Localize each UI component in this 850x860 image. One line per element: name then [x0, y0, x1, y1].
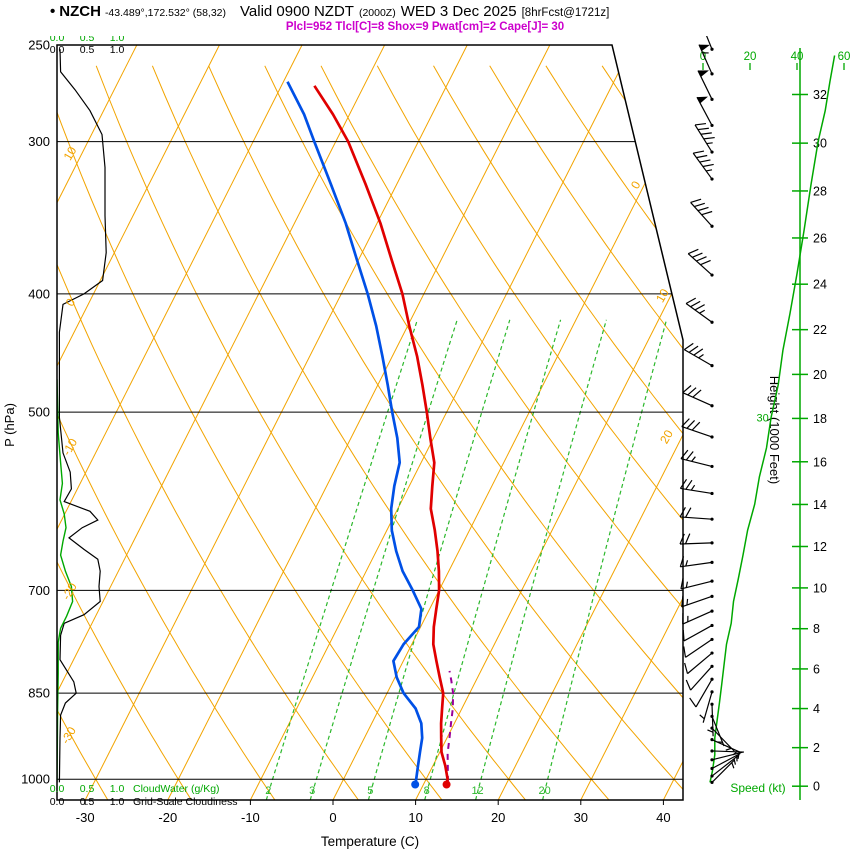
height-tick-label: 6 [813, 662, 820, 676]
mixing-ratio-label: 2 [265, 785, 271, 797]
title-line: • NZCH -43.489°,172.532° (58,32) Valid 0… [0, 0, 850, 20]
cloudiness-scale-top: 0.0 [50, 44, 65, 56]
parcel-path-line [446, 670, 455, 782]
speed-tick-label: 20 [744, 51, 757, 63]
height-tick-label: 22 [813, 323, 827, 337]
pressure-tick-label: 850 [28, 686, 50, 701]
dewpoint-curve [286, 81, 424, 785]
temperature-tick-label: 30 [574, 810, 588, 825]
profiles [57, 49, 455, 789]
cloudwater-scale-bottom: 0.5 [80, 783, 95, 795]
isotherm-label: 0 [628, 178, 644, 191]
forecast-hour: [8hrFcst@1721z] [521, 7, 610, 19]
pressure-tick-label: 700 [28, 583, 50, 598]
station-bullet-icon: • [50, 3, 56, 20]
wind-barbs [679, 36, 745, 784]
cloudwater-scale-bottom: 0.0 [50, 783, 65, 795]
height-tick-label: 2 [813, 741, 820, 755]
height-tick-label: 24 [813, 278, 827, 292]
height-tick-label: 10 [813, 581, 827, 595]
dry-adiabat-label: -10 [59, 436, 80, 458]
height-tick-label: 20 [813, 368, 827, 382]
cloudwater-scale-top: 0.0 [50, 36, 65, 44]
mixing-ratio-label: 12 [471, 785, 483, 797]
mixing-ratio-label: 3 [309, 785, 315, 797]
background-grid [57, 45, 683, 800]
temperature-tick-label: 0 [329, 810, 336, 825]
cloudiness-scale-top: 1.0 [110, 44, 125, 56]
mixing-ratio-label: 20 [539, 785, 551, 797]
station-coordinates: -43.489°,172.532° (58,32) [104, 7, 227, 19]
dry-adiabat-label: -30 [58, 724, 79, 746]
temperature-tick-label: -20 [158, 810, 177, 825]
height-tick-label: 4 [813, 702, 820, 716]
isotherm-label: 10 [653, 286, 672, 305]
cloudwater-scale-bottom: 1.0 [110, 783, 125, 795]
height-tick-label: 12 [813, 540, 827, 554]
cloudwater-scale-top: 0.5 [80, 36, 95, 44]
speed-axis-title: Speed (kt) [730, 781, 785, 795]
pressure-tick-label: 1000 [21, 772, 50, 787]
height-tick-label: 18 [813, 412, 827, 426]
height-tick-label: 26 [813, 231, 827, 245]
height-tick-label: 32 [813, 88, 827, 102]
cloudwater-axis-title: CloudWater (g/Kg) [133, 783, 220, 795]
pressure-tick-label: 300 [28, 134, 50, 149]
valid-date: WED 3 Dec 2025 [400, 3, 517, 20]
temperature-axis-title: Temperature (C) [321, 834, 419, 849]
pressure-tick-label: 500 [28, 405, 50, 420]
height-tick-label: 0 [813, 780, 820, 794]
cloudiness-scale-bottom: 1.0 [110, 796, 125, 808]
mixing-ratio-label: 5 [367, 785, 373, 797]
temperature-tick-label: 40 [656, 810, 670, 825]
height-axis-title: Height (1000 Feet) [767, 376, 782, 484]
cloudiness-scale-top: 0.5 [80, 44, 95, 56]
cloudiness-axis-title: Grid-Scale Cloudiness [133, 796, 237, 808]
cloudwater-scale-top: 1.0 [110, 36, 125, 44]
height-tick-label: 14 [813, 498, 827, 512]
pressure-axis-title: P (hPa) [2, 403, 17, 447]
pressure-tick-label: 250 [28, 38, 50, 53]
dry-adiabat-label: -20 [59, 580, 80, 602]
speed-tick-label: 40 [791, 51, 804, 63]
sounding-parameters: Plcl=952 Tlcl[C]=8 Shox=9 Pwat[cm]=2 Cap… [285, 21, 565, 33]
plot-border [56, 44, 684, 801]
height-tick-label: 30 [813, 137, 827, 151]
speed-tick-label: 0 [700, 51, 706, 63]
surface-temperature-dot [442, 780, 451, 789]
cloudiness-profile-line [58, 49, 107, 783]
dry-adiabat-label: 10 [61, 144, 80, 163]
wind-speed-curve [709, 55, 836, 783]
temperature-curve [313, 85, 449, 785]
temperature-tick-label: 10 [408, 810, 422, 825]
temperature-tick-label: -30 [76, 810, 95, 825]
temperature-tick-label: -10 [241, 810, 260, 825]
isotherm-label: 20 [657, 427, 676, 446]
surface-dewpoint-dot [411, 780, 420, 789]
height-tick-label: 16 [813, 455, 827, 469]
speed-curve-label: 30 [757, 412, 769, 424]
height-tick-label: 8 [813, 622, 820, 636]
header: • NZCH -43.489°,172.532° (58,32) Valid 0… [0, 0, 850, 33]
cloudwater-profile-line [57, 379, 74, 783]
height-tick-label: 28 [813, 184, 827, 198]
speed-tick-label: 60 [838, 51, 850, 63]
temperature-tick-label: 20 [491, 810, 505, 825]
cloudiness-scale-bottom: 0.5 [80, 796, 95, 808]
mixing-ratio-label: 8 [424, 785, 430, 797]
cloudiness-scale-bottom: 0.0 [50, 796, 65, 808]
valid-time-utc: (2000Z) [358, 7, 396, 19]
pressure-tick-label: 400 [28, 286, 50, 301]
station-id: NZCH [59, 3, 101, 20]
valid-time: Valid 0900 NZDT [240, 3, 354, 20]
